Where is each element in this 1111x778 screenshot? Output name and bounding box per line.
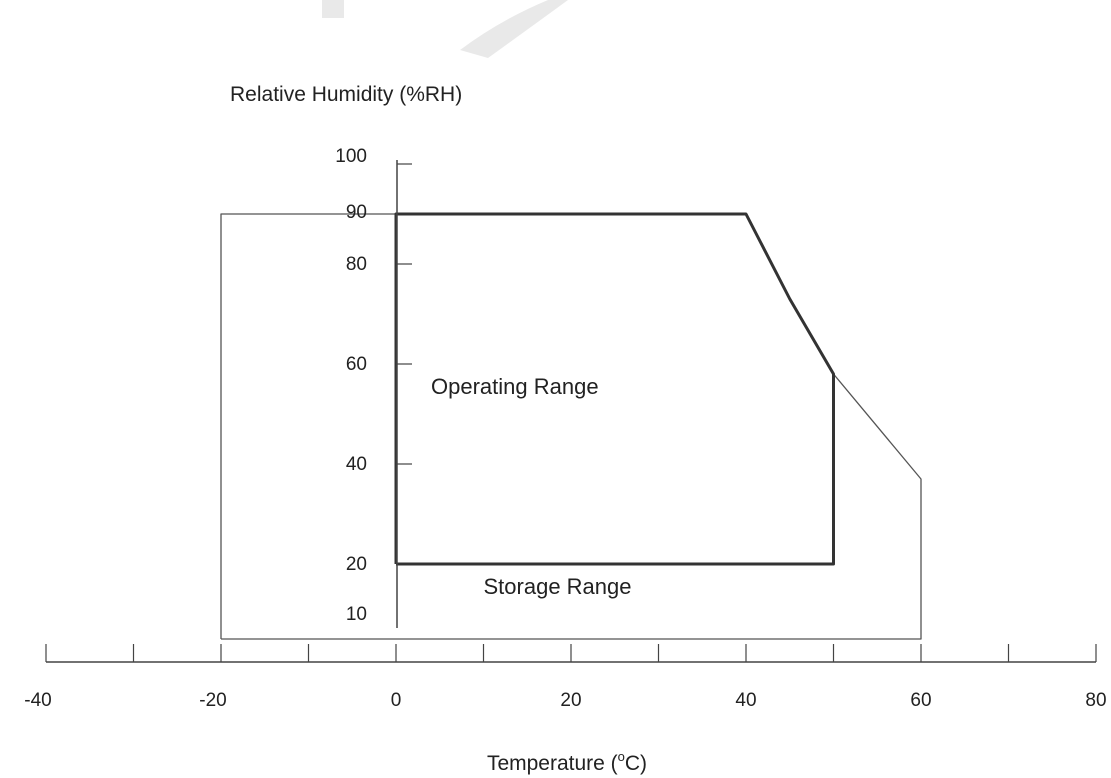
x-tick-label: 80: [1085, 690, 1106, 711]
x-axis: -40 -20 0 20 40 60 80: [24, 644, 1107, 711]
x-tick-label: 0: [391, 690, 402, 711]
region-labels: Storage Range Operating Range: [431, 374, 632, 599]
y-tick-label: 10: [346, 604, 367, 625]
y-axis: 10 20 40 60 80 90 100: [335, 146, 412, 628]
x-tick-label: 60: [910, 690, 931, 711]
x-tick-label: 20: [560, 690, 581, 711]
y-tick-label: 100: [335, 146, 367, 167]
x-axis-title-suffix: C): [625, 752, 647, 775]
y-axis-title: Relative Humidity (%RH): [230, 83, 462, 106]
x-tick-label: -20: [199, 690, 226, 711]
y-tick-label: 80: [346, 254, 367, 275]
x-tick-label: 40: [735, 690, 756, 711]
x-axis-title-prefix: Temperature (: [487, 752, 618, 775]
x-axis-title-sup: o: [618, 749, 625, 764]
operating-range-label: Operating Range: [431, 374, 599, 399]
y-tick-label: 20: [346, 554, 367, 575]
y-tick-label: 40: [346, 454, 367, 475]
watermark: [322, 0, 568, 58]
storage-range-label: Storage Range: [484, 574, 632, 599]
y-tick-label: 60: [346, 354, 367, 375]
watermark-shape: [460, 0, 568, 58]
x-axis-title: Temperature (oC): [487, 749, 647, 775]
operating-range-outline: [394, 212, 835, 566]
regions: [220, 212, 922, 640]
watermark-shape: [322, 0, 344, 18]
y-tick-label: 90: [346, 202, 367, 223]
x-tick-label: -40: [24, 690, 51, 711]
